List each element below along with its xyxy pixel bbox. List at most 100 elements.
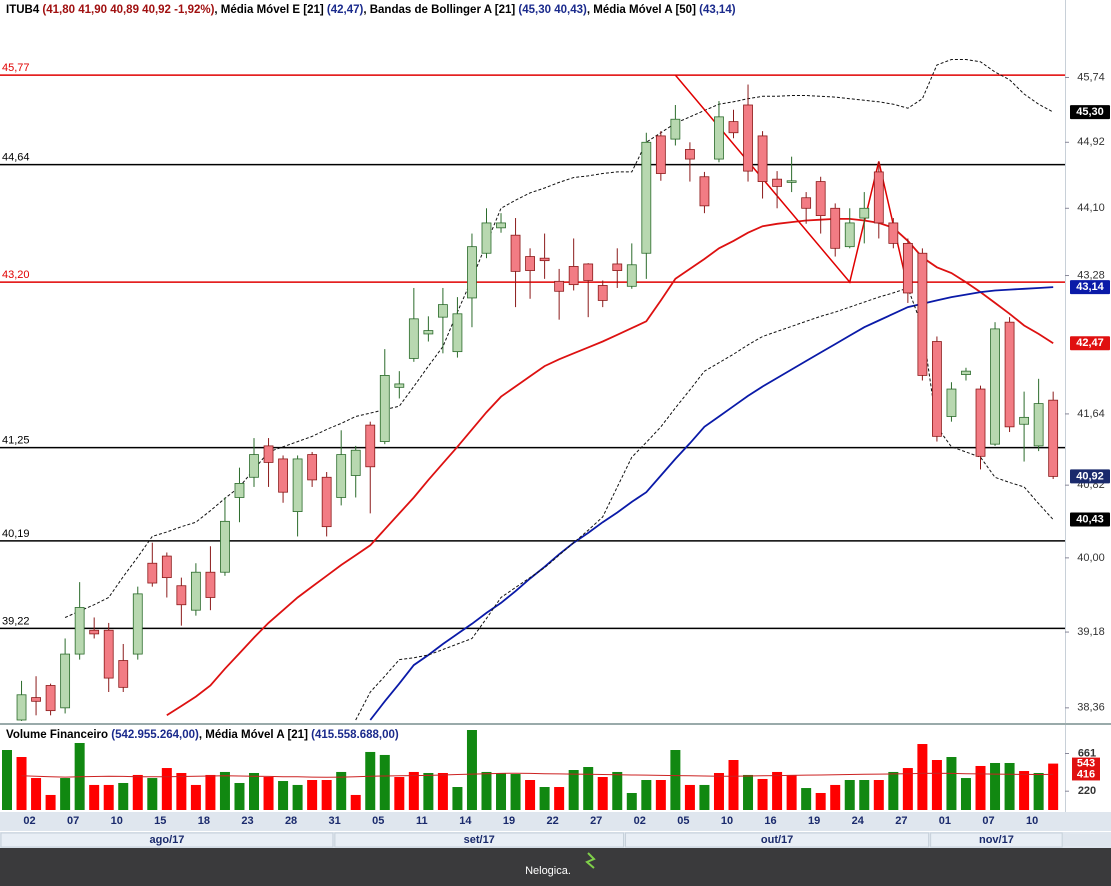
y-tick-label: 40,00 <box>1077 552 1105 564</box>
volume-badge <box>1072 757 1100 770</box>
candle-body <box>278 458 288 493</box>
candle-body <box>132 593 143 655</box>
volume-bar <box>844 780 855 810</box>
month-label: set/17 <box>464 834 495 846</box>
price-badge <box>1070 105 1110 120</box>
candle-body <box>394 383 405 388</box>
level-label: 45,77 <box>2 62 30 74</box>
volume-bar <box>772 771 783 810</box>
volume-bar <box>539 787 550 810</box>
candle-body <box>757 135 768 182</box>
volume-bar <box>350 794 361 810</box>
month-cell <box>625 832 930 848</box>
x-tick-label: 07 <box>67 815 79 827</box>
x-tick-label: 18 <box>198 815 210 827</box>
candle-body <box>830 207 841 249</box>
candle-body <box>902 242 913 294</box>
volume-bar <box>205 774 216 810</box>
volume-ma-line <box>21 772 1054 778</box>
legend-item: Volume Financeiro <box>6 729 111 741</box>
candle-body <box>234 483 245 498</box>
volume-bar <box>684 784 695 810</box>
volume-bar <box>292 784 303 810</box>
y-tick-label: 41,64 <box>1077 408 1105 420</box>
brand-icon <box>585 852 596 869</box>
x-tick-label: 23 <box>241 815 253 827</box>
candle-body <box>452 313 463 353</box>
volume-bar <box>554 787 565 810</box>
volume-bar <box>437 772 448 810</box>
volume-bar <box>16 757 27 810</box>
legend-item: , Média Móvel E [21] <box>214 4 326 16</box>
volume-bar <box>466 730 477 810</box>
volume-bar <box>423 772 434 810</box>
volume-bar <box>743 774 754 810</box>
candle-body <box>626 264 637 287</box>
x-tick-label: 22 <box>546 815 558 827</box>
x-tick-label: 14 <box>459 815 472 827</box>
volume-bar <box>655 780 666 810</box>
volume-bar <box>728 760 739 810</box>
volume-bar <box>612 771 623 810</box>
x-tick-label: 05 <box>677 815 689 827</box>
volume-bar <box>670 750 681 810</box>
x-tick-label: 19 <box>503 815 515 827</box>
volume-bar <box>568 770 579 810</box>
candle-body <box>539 257 550 262</box>
candle-body <box>801 197 812 209</box>
volume-bar <box>176 772 187 810</box>
volume-bar <box>2 750 12 810</box>
candle-body <box>481 222 492 254</box>
candle-body <box>946 388 957 417</box>
candle-body <box>917 252 928 376</box>
volume-bar <box>830 784 841 810</box>
volume-bar <box>263 777 274 810</box>
level-label: 41,25 <box>2 435 30 447</box>
candle-body <box>437 304 448 318</box>
candle-body <box>728 121 739 134</box>
candle-body <box>641 141 652 254</box>
price-badge-label: 43,14 <box>1076 281 1104 293</box>
volume-bar <box>234 782 245 810</box>
volume-bar <box>1033 772 1044 810</box>
volume-bar <box>786 774 797 810</box>
x-tick-label: 11 <box>416 815 428 827</box>
legend-item: (42,47) <box>327 4 364 16</box>
candle-body <box>16 694 27 721</box>
volume-bar <box>394 777 405 810</box>
volume-bar <box>1048 763 1059 810</box>
volume-tick-label: 220 <box>1078 785 1096 797</box>
candle-body <box>685 149 695 160</box>
x-tick-label: 19 <box>808 815 820 827</box>
candle-body <box>220 520 230 573</box>
volume-bar <box>452 787 463 810</box>
month-cell <box>930 832 1063 848</box>
volume-bar <box>960 778 971 810</box>
volume-bar <box>278 781 289 810</box>
volume-bar <box>1019 771 1030 810</box>
volume-bar <box>132 774 143 810</box>
volume-bar <box>103 784 114 810</box>
y-tick-label: 39,18 <box>1077 626 1105 638</box>
candle-body <box>714 116 724 160</box>
candle-body <box>844 222 855 248</box>
candle-body <box>89 629 100 635</box>
volume-bar <box>118 782 129 810</box>
volume-bar <box>336 771 347 810</box>
price-badge-label: 42,47 <box>1076 337 1104 349</box>
volume-bar <box>990 762 1001 810</box>
x-tick-label: 10 <box>1026 815 1038 827</box>
x-tick-label: 07 <box>982 815 994 827</box>
candle-body <box>190 571 201 611</box>
candle-body <box>786 180 797 183</box>
candle-body <box>932 341 942 437</box>
volume-bar <box>147 778 158 810</box>
indicator-line <box>369 286 1054 721</box>
x-tick-label: 31 <box>329 815 341 827</box>
candle-body <box>859 207 870 219</box>
legend: ITUB4 (41,80 41,90 40,89 40,92 -1,92%), … <box>6 4 736 16</box>
month-cell <box>0 832 334 848</box>
volume-bar <box>801 788 812 810</box>
x-tick-label: 02 <box>634 815 646 827</box>
